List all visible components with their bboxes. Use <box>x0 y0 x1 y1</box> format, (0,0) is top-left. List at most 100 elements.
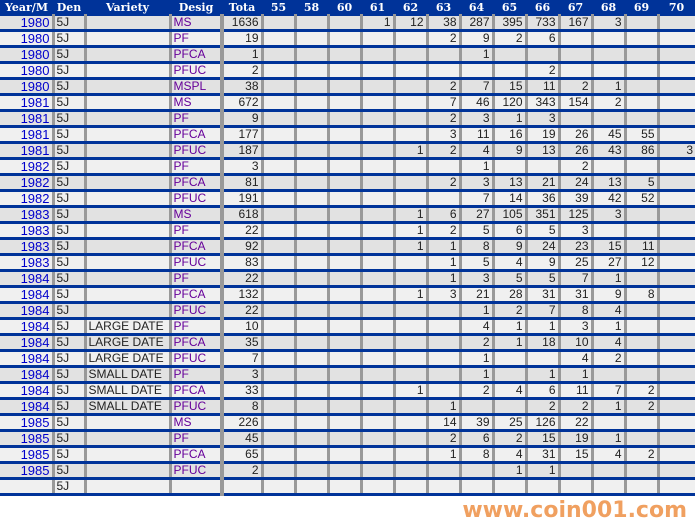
count-cell-60 <box>326 302 361 320</box>
year-link[interactable]: 1981 <box>0 110 53 128</box>
year-link[interactable]: 1983 <box>0 254 53 272</box>
column-header[interactable]: 58 <box>295 0 328 16</box>
count-cell-62: 1 <box>392 142 427 160</box>
count-cell-69 <box>623 430 658 448</box>
count-cell-66: 36 <box>524 190 559 208</box>
year-link[interactable]: 1982 <box>0 190 53 208</box>
count-cell-70 <box>656 286 695 304</box>
count-cell-64: 5 <box>458 222 493 240</box>
count-cell-64: 1 <box>458 302 493 320</box>
count-cell-55 <box>260 366 295 384</box>
count-cell-60 <box>326 334 361 352</box>
total-cell: 81 <box>220 174 262 192</box>
count-cell-70 <box>656 110 695 128</box>
count-cell-62 <box>392 398 427 416</box>
count-cell-68 <box>590 478 625 496</box>
count-cell-67: 1 <box>557 366 592 384</box>
column-header[interactable]: Desig <box>170 0 222 16</box>
count-cell-62 <box>392 366 427 384</box>
count-cell-63 <box>425 462 460 480</box>
column-header[interactable]: Year/M <box>0 0 53 16</box>
year-link[interactable]: 1980 <box>0 30 53 48</box>
year-link[interactable] <box>0 478 53 496</box>
year-link[interactable]: 1983 <box>0 206 53 224</box>
year-link[interactable]: 1980 <box>0 62 53 80</box>
year-link[interactable]: 1982 <box>0 158 53 176</box>
count-cell-66: 5 <box>524 270 559 288</box>
column-header[interactable]: 66 <box>526 0 559 16</box>
column-header[interactable]: 69 <box>625 0 658 16</box>
count-cell-67: 22 <box>557 414 592 432</box>
total-cell: 187 <box>220 142 262 160</box>
year-link[interactable]: 1984 <box>0 286 53 304</box>
count-cell-61 <box>359 270 394 288</box>
year-link[interactable]: 1985 <box>0 430 53 448</box>
count-cell-60 <box>326 382 361 400</box>
table-row: 1983 5J PFCA 92 1 1 8 9 24 23 15 11 <box>0 238 695 256</box>
year-link[interactable]: 1985 <box>0 462 53 480</box>
count-cell-70 <box>656 94 695 112</box>
total-cell <box>220 478 262 496</box>
count-cell-65: 2 <box>491 30 526 48</box>
count-cell-62: 1 <box>392 206 427 224</box>
count-cell-62: 12 <box>392 15 427 32</box>
count-cell-63 <box>425 190 460 208</box>
column-header[interactable]: Den <box>53 0 85 16</box>
column-header[interactable]: 67 <box>559 0 592 16</box>
count-cell-60 <box>326 270 361 288</box>
year-link[interactable]: 1982 <box>0 174 53 192</box>
table-row: 1982 5J PFCA 81 2 3 13 21 24 13 5 <box>0 174 695 192</box>
year-link[interactable]: 1980 <box>0 46 53 64</box>
column-header[interactable]: 61 <box>361 0 394 16</box>
column-header[interactable]: 60 <box>328 0 361 16</box>
column-header[interactable]: 55 <box>262 0 295 16</box>
count-cell-63 <box>425 366 460 384</box>
count-cell-65: 4 <box>491 254 526 272</box>
column-header[interactable]: 70 <box>658 0 695 16</box>
year-link[interactable]: 1981 <box>0 142 53 160</box>
count-cell-63: 2 <box>425 430 460 448</box>
count-cell-58 <box>293 414 328 432</box>
year-link[interactable]: 1984 <box>0 382 53 400</box>
column-header[interactable]: 68 <box>592 0 625 16</box>
year-link[interactable]: 1983 <box>0 238 53 256</box>
count-cell-55 <box>260 46 295 64</box>
count-cell-62 <box>392 302 427 320</box>
count-cell-61 <box>359 462 394 480</box>
year-link[interactable]: 1984 <box>0 302 53 320</box>
year-link[interactable]: 1985 <box>0 414 53 432</box>
count-cell-62 <box>392 62 427 80</box>
year-link[interactable]: 1983 <box>0 222 53 240</box>
table-row: 1984 5J LARGE DATE PF 10 4 1 1 3 1 <box>0 318 695 336</box>
column-header[interactable]: 63 <box>427 0 460 16</box>
designation-cell: MSPL <box>168 78 222 96</box>
count-cell-55 <box>260 142 295 160</box>
denomination-cell: 5J <box>51 174 85 192</box>
year-link[interactable]: 1984 <box>0 270 53 288</box>
watermark: www.coin001.com <box>462 498 687 523</box>
count-cell-70 <box>656 478 695 496</box>
table-row: 1983 5J PFUC 83 1 5 4 9 25 27 12 <box>0 254 695 272</box>
column-header[interactable]: Tota <box>222 0 262 16</box>
year-link[interactable]: 1985 <box>0 446 53 464</box>
year-link[interactable]: 1981 <box>0 126 53 144</box>
count-cell-63 <box>425 62 460 80</box>
year-link[interactable]: 1980 <box>0 15 53 32</box>
count-cell-61 <box>359 190 394 208</box>
count-cell-64 <box>458 462 493 480</box>
year-link[interactable]: 1984 <box>0 366 53 384</box>
year-link[interactable]: 1984 <box>0 318 53 336</box>
year-link[interactable]: 1981 <box>0 94 53 112</box>
variety-cell <box>83 254 170 272</box>
column-header[interactable]: 65 <box>493 0 526 16</box>
count-cell-68: 3 <box>590 15 625 32</box>
year-link[interactable]: 1984 <box>0 334 53 352</box>
count-cell-66: 2 <box>524 62 559 80</box>
count-cell-60 <box>326 478 361 496</box>
year-link[interactable]: 1980 <box>0 78 53 96</box>
year-link[interactable]: 1984 <box>0 350 53 368</box>
year-link[interactable]: 1984 <box>0 398 53 416</box>
column-header[interactable]: 62 <box>394 0 427 16</box>
column-header[interactable]: Variety <box>85 0 170 16</box>
column-header[interactable]: 64 <box>460 0 493 16</box>
